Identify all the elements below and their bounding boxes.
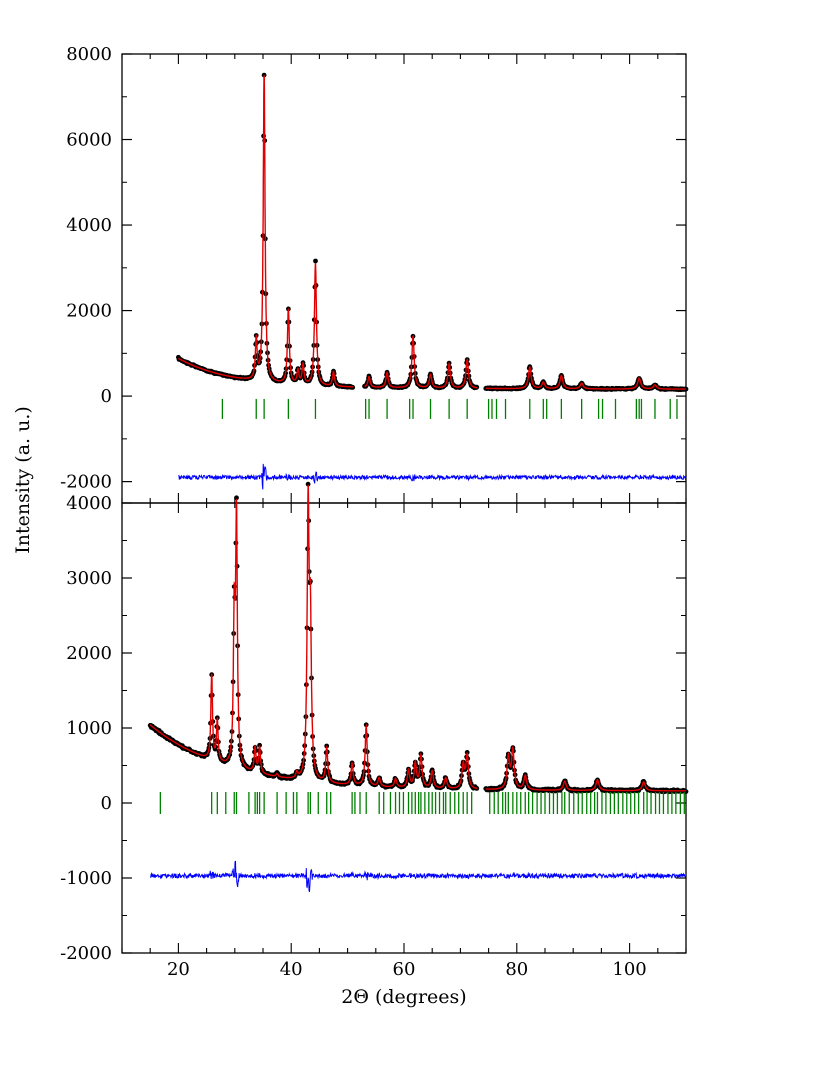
y-tick-label: 2000: [66, 301, 112, 322]
top-panel: -2000 0 2000 4000 6000 8000: [60, 44, 689, 504]
x-axis-label: 2Θ (degrees): [341, 986, 466, 1008]
difference-curve: [178, 463, 687, 490]
observed-point: [305, 481, 311, 487]
observed-point: [313, 258, 318, 264]
observed-point: [683, 386, 689, 392]
calculated-profile: [149, 484, 686, 792]
y-tick-label: -2000: [60, 472, 112, 493]
x-tick-label: 20: [167, 959, 190, 980]
y-tick-label: 0: [101, 386, 112, 407]
x-tick-label: 40: [280, 959, 303, 980]
y-tick-label: 4000: [66, 215, 112, 236]
difference-curve: [149, 860, 687, 892]
observed-point: [261, 72, 267, 78]
bragg-reflections: [159, 792, 685, 814]
y-tick-label: 1000: [66, 718, 112, 739]
y-tick-label: 6000: [66, 130, 112, 151]
y-axis-label: Intensity (a. u.): [12, 406, 34, 554]
y-tick-label: -1000: [60, 868, 112, 889]
y-tick-label: 0: [101, 793, 112, 814]
y-tick-label: 2000: [66, 643, 112, 664]
bragg-reflections: [221, 398, 678, 419]
y-tick-label: 8000: [66, 44, 112, 65]
plot-frame: [121, 502, 687, 954]
bottom-panel: -2000 -1000 0 1000 2000 3000 4000 20 40 60 80 100: [60, 481, 689, 980]
y-tick-label: 3000: [66, 568, 112, 589]
observed-point: [234, 495, 239, 501]
x-tick-label: 100: [612, 959, 646, 980]
observed-point: [257, 742, 262, 748]
y-tick-label: 4000: [66, 493, 112, 514]
plot-frame: [121, 53, 687, 504]
x-tick-label: 80: [505, 959, 528, 980]
y-tick-label: -2000: [60, 943, 112, 964]
observed-points: [147, 481, 689, 795]
x-tick-label: 60: [393, 959, 416, 980]
observed-points: [176, 72, 689, 393]
calculated-profile: [178, 75, 686, 390]
